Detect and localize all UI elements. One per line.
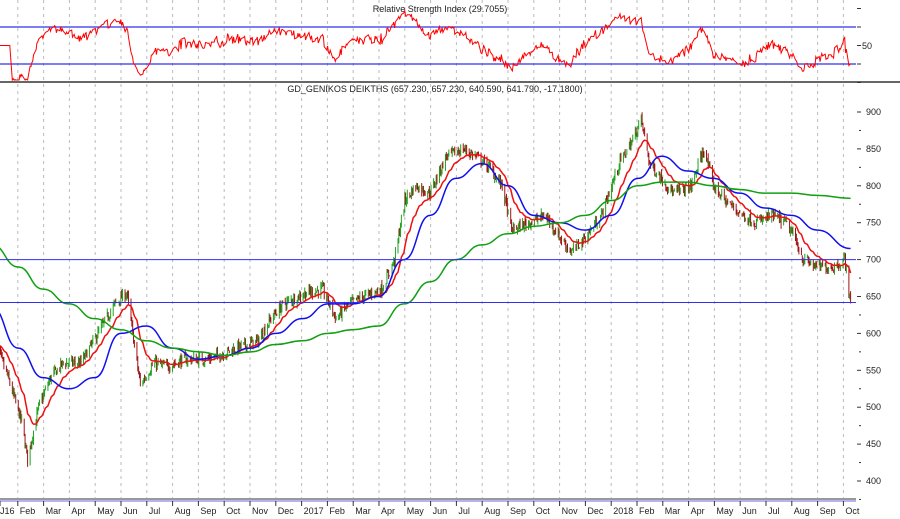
y-tick-label: 400	[866, 476, 881, 486]
x-tick-label: May	[97, 506, 115, 516]
x-tick-label: Dec	[278, 506, 295, 516]
x-tick-label: Jun	[433, 506, 448, 516]
x-tick-label: Aug	[794, 506, 810, 516]
y-tick-label: 650	[866, 292, 881, 302]
x-tick-label: Aug	[175, 506, 191, 516]
x-tick-label: Mar	[355, 506, 371, 516]
y-tick-label: 900	[866, 107, 881, 117]
x-tick-label: Sep	[200, 506, 216, 516]
x-tick-label: Oct	[536, 506, 551, 516]
long-moving-average-line	[0, 181, 851, 357]
y-tick-label: 700	[866, 255, 881, 265]
level-lines	[0, 259, 856, 304]
x-tick-label: Nov	[252, 506, 269, 516]
y-tick-label: 600	[866, 328, 881, 338]
x-tick-label: Jun	[742, 506, 757, 516]
x-axis: J16 Feb Mar Apr May Jun Jul Aug Sep Oct Nov Dec 2017…	[0, 498, 860, 516]
x-tick-label: Oct	[226, 506, 241, 516]
y-tick-label: 800	[866, 181, 881, 191]
x-tick-label: Mar	[665, 506, 681, 516]
moving-averages	[0, 139, 852, 425]
x-tick-label: Apr	[691, 506, 705, 516]
grid	[17, 0, 844, 498]
x-tick-label: Nov	[562, 506, 579, 516]
y-tick-label: 500	[866, 402, 881, 412]
y-tick-label: 850	[866, 144, 881, 154]
rsi-panel	[0, 8, 856, 82]
x-tick-label: Dec	[587, 506, 604, 516]
x-tick-label: Aug	[484, 506, 500, 516]
price-title: GD_GENIKOS DEIKTHS (657.230, 657.230, 64…	[287, 84, 582, 94]
x-tick-label: J16	[0, 506, 15, 516]
y-tick-label: 550	[866, 365, 881, 375]
x-tick-label: Jul	[768, 506, 780, 516]
y-axis: 900 850 800 750 700 650 600 550 500 450 400	[857, 8, 881, 500]
x-tick-label: Oct	[845, 506, 860, 516]
x-tick-label: Mar	[46, 506, 62, 516]
short-moving-average-line	[0, 139, 852, 425]
x-tick-label: Sep	[820, 506, 836, 516]
x-tick-label: Feb	[20, 506, 36, 516]
y-tick-label: 750	[866, 218, 881, 228]
x-tick-label: Sep	[510, 506, 526, 516]
x-tick-label: Feb	[329, 506, 345, 516]
rsi-line	[0, 8, 851, 82]
x-tick-label: May	[407, 506, 425, 516]
rsi-tick-label: 50	[862, 41, 872, 51]
x-tick-label: 2017	[304, 506, 324, 516]
x-tick-label: Apr	[381, 506, 395, 516]
x-tick-label: May	[716, 506, 734, 516]
candles	[0, 112, 852, 467]
x-tick-label: Jul	[149, 506, 161, 516]
x-tick-label: Jul	[458, 506, 470, 516]
x-tick-label: 2018	[613, 506, 633, 516]
x-tick-label: Feb	[639, 506, 655, 516]
rsi-title: Relative Strength Index (29.7055)	[373, 4, 508, 14]
y-tick-label: 450	[866, 439, 881, 449]
x-tick-label: Jun	[123, 506, 138, 516]
x-tick-label: Apr	[71, 506, 85, 516]
